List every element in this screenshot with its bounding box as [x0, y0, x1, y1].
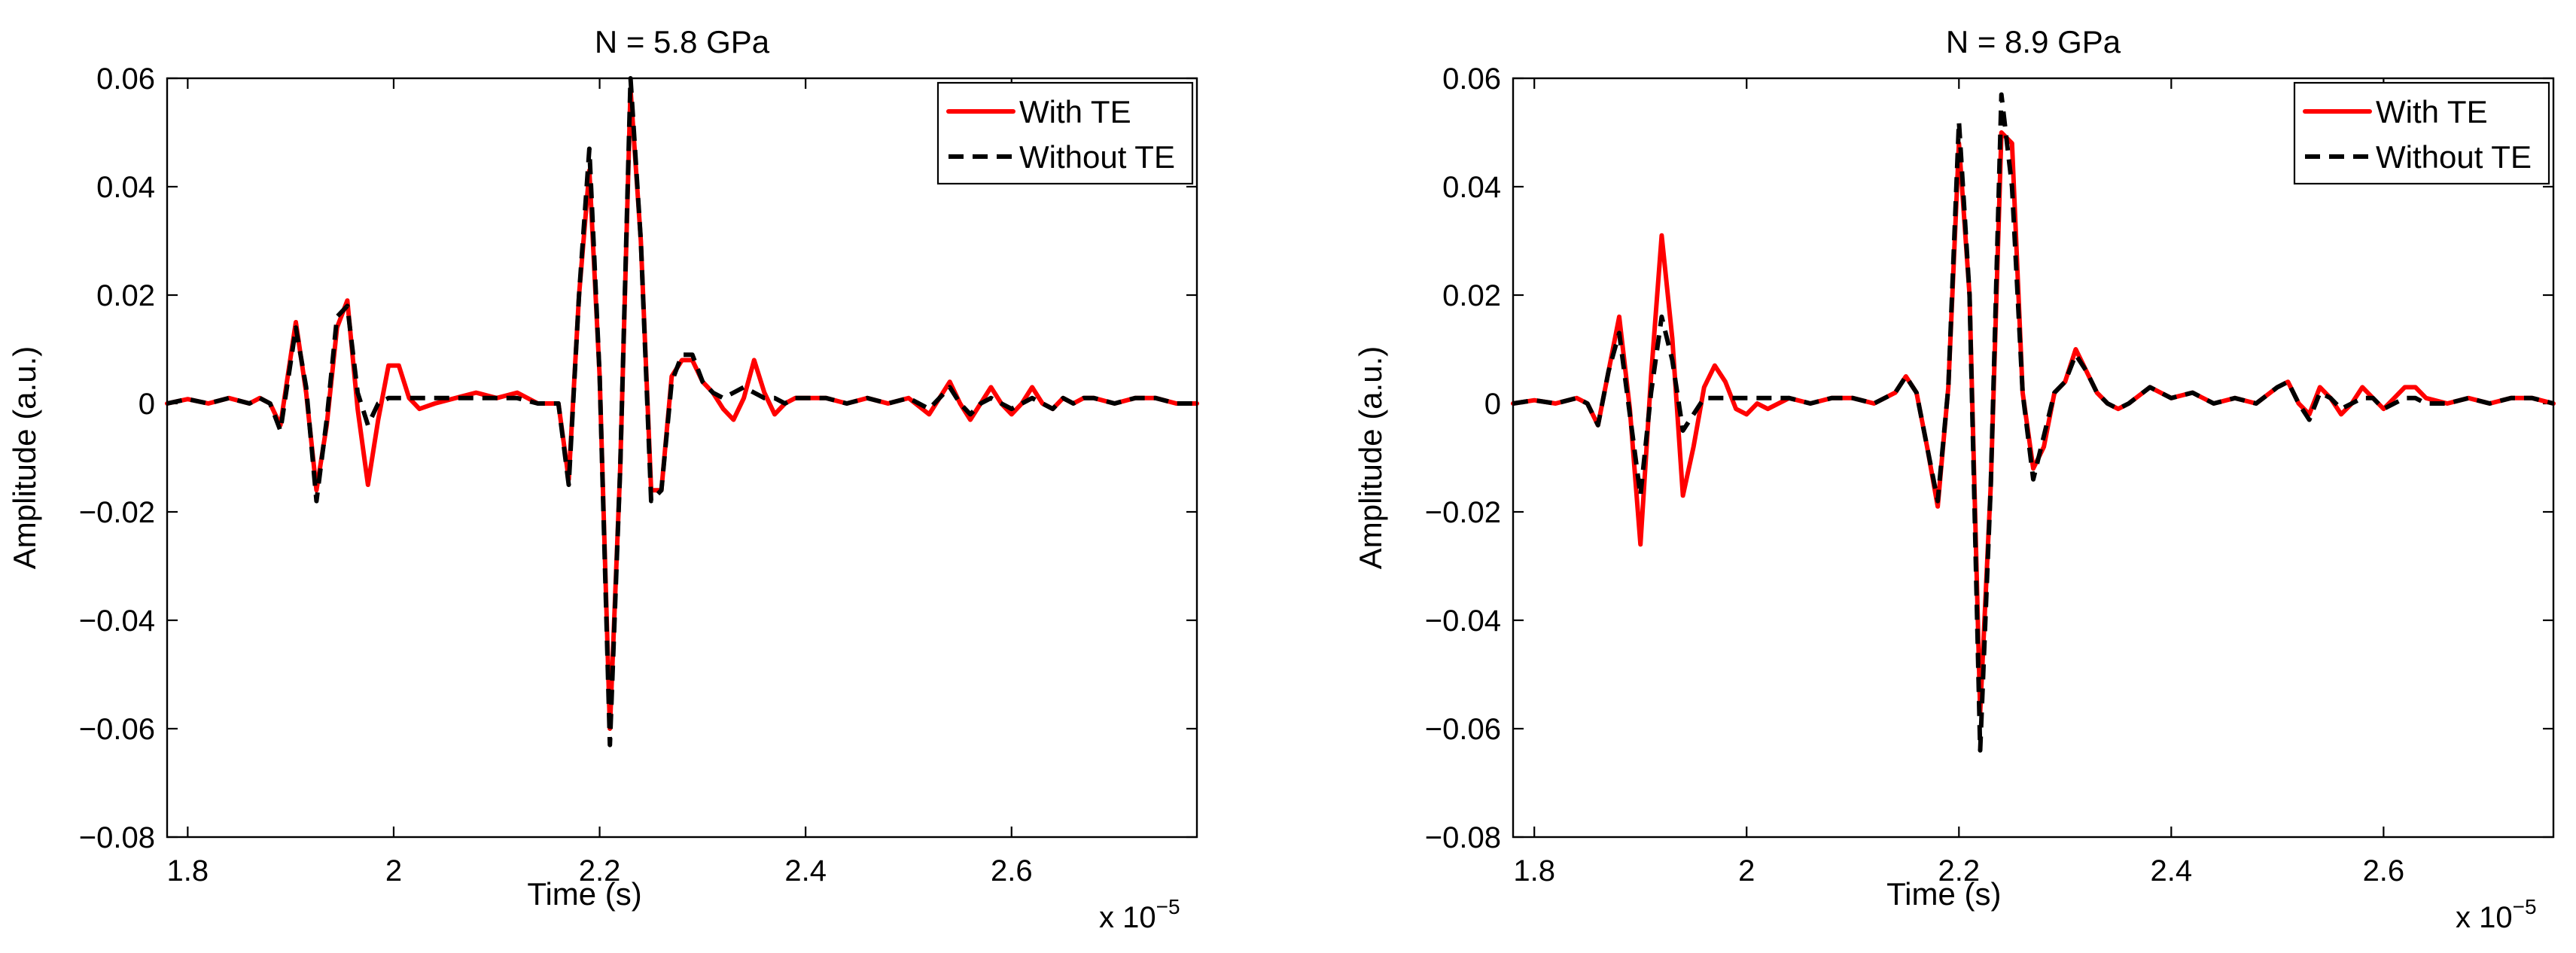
plot-area-frame — [1512, 77, 2555, 839]
y-axis-label: Amplitude (a.u.) — [1353, 346, 1388, 569]
y-tick-label: 0 — [139, 388, 155, 421]
x-axis-multiplier: x 10−5 — [1099, 895, 1180, 934]
legend-box — [2293, 81, 2550, 185]
series-line-with-te — [1511, 130, 2556, 715]
x-tick-label: 2.6 — [2363, 854, 2405, 888]
x-axis-multiplier-exponent: −5 — [2513, 895, 2537, 918]
y-tick-label: 0 — [1484, 388, 1501, 421]
x-tick-label: 2.4 — [784, 854, 827, 888]
y-axis-label: Amplitude (a.u.) — [7, 346, 42, 569]
y-tick-label: −0.04 — [79, 604, 155, 638]
x-tick-label: 2.4 — [2151, 854, 2193, 888]
x-axis-multiplier-exponent: −5 — [1156, 895, 1180, 918]
legend-label-without-te: Without TE — [1019, 139, 1175, 175]
x-axis-multiplier: x 10−5 — [2456, 895, 2537, 934]
series-layer — [1511, 92, 2556, 753]
y-tick-label: 0.06 — [96, 62, 155, 96]
legend-label-with-te: With TE — [1019, 94, 1131, 129]
x-axis-label: Time (s) — [1886, 876, 2001, 912]
x-axis-multiplier-base: x 10 — [1099, 901, 1156, 934]
legend-label-without-te: Without TE — [2376, 139, 2532, 175]
x-tick-label: 2 — [385, 854, 402, 888]
y-tick-label: 0.06 — [1442, 62, 1501, 96]
series-line-without-te — [166, 76, 1197, 747]
x-tick-label: 1.8 — [167, 854, 209, 888]
series-line-without-te — [1512, 92, 2554, 753]
legend: With TE Without TE — [936, 81, 1194, 185]
series-layer — [165, 76, 1199, 747]
y-tick-label: −0.08 — [79, 821, 155, 854]
x-axis-label: Time (s) — [527, 876, 641, 912]
y-tick-label: 0.04 — [1442, 171, 1501, 204]
x-tick-label: 2.6 — [991, 854, 1033, 888]
y-tick-label: −0.08 — [1425, 821, 1501, 854]
y-tick-label: 0.04 — [96, 171, 155, 204]
y-tick-label: 0.02 — [1442, 279, 1501, 312]
plot-area-frame — [166, 77, 1198, 839]
x-tick-label: 2.2 — [579, 854, 621, 888]
x-tick-label: 2 — [1738, 854, 1755, 888]
chart-title: N = 8.9 GPa — [1946, 24, 2121, 59]
y-tick-label: 0.02 — [96, 279, 155, 312]
legend: With TE Without TE — [2293, 81, 2550, 185]
series-line-with-te — [165, 87, 1199, 731]
chart-panel-right: N = 8.9 GPa Amplitude (a.u.) Time (s) 1.… — [1353, 24, 2556, 934]
x-tick-label: 2.2 — [1938, 854, 1980, 888]
y-tick-label: −0.04 — [1425, 604, 1501, 638]
axis-ticks: 1.8 2 2.2 2.4 2.6 −0.08 −0.06 −0.04 −0.02 0 0.02 0.… — [1425, 62, 2553, 888]
chart-panel-left: N = 5.8 GPa Amplitude (a.u.) Time (s) 1.… — [7, 24, 1199, 934]
x-axis-multiplier-base: x 10 — [2456, 901, 2513, 934]
y-tick-label: −0.02 — [79, 496, 155, 529]
axis-ticks: 1.8 2 2.2 2.4 2.6 −0.08 −0.06 −0.04 −0.02 0 0.02 0.… — [79, 62, 1197, 888]
chart-title: N = 5.8 GPa — [595, 24, 770, 59]
x-tick-label: 1.8 — [1513, 854, 1555, 888]
y-tick-label: −0.02 — [1425, 496, 1501, 529]
y-tick-label: −0.06 — [79, 713, 155, 746]
legend-label-with-te: With TE — [2376, 94, 2488, 129]
y-tick-label: −0.06 — [1425, 713, 1501, 746]
legend-box — [936, 81, 1194, 185]
